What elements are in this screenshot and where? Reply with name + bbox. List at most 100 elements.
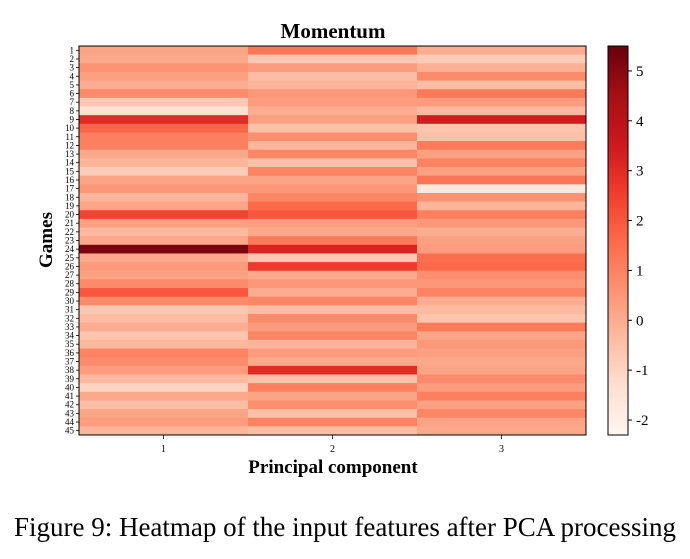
- heatmap-cell: [79, 201, 249, 211]
- colorbar-tick-label: 1: [636, 263, 644, 279]
- heatmap-cell: [248, 46, 418, 56]
- heatmap-cell: [248, 80, 418, 90]
- y-tick-label: 37: [65, 357, 75, 367]
- heatmap-cell: [79, 236, 249, 246]
- y-axis: 1234567891011121314151617181920212223242…: [65, 45, 79, 436]
- figure-caption: Figure 9: Heatmap of the input features …: [13, 512, 677, 542]
- y-tick-label: 24: [65, 244, 75, 254]
- y-tick-label: 17: [65, 184, 75, 194]
- heatmap-cell: [417, 192, 587, 202]
- y-tick-label: 29: [65, 287, 75, 297]
- heatmap-cell: [248, 296, 418, 306]
- heatmap-cell: [79, 365, 249, 375]
- y-tick-label: 38: [65, 365, 75, 375]
- heatmap-cell: [79, 348, 249, 358]
- heatmap-cell: [79, 54, 249, 64]
- heatmap-cell: [417, 270, 587, 280]
- heatmap-cell: [417, 175, 587, 185]
- y-tick-label: 41: [65, 391, 74, 401]
- heatmap-cell: [248, 175, 418, 185]
- heatmap-cell: [248, 192, 418, 202]
- heatmap-cell: [417, 132, 587, 142]
- heatmap-cell: [248, 158, 418, 168]
- y-tick-label: 36: [65, 348, 75, 358]
- heatmap-cell: [79, 331, 249, 341]
- heatmap-cell: [79, 97, 249, 107]
- heatmap-cell: [248, 322, 418, 332]
- heatmap-cell: [248, 348, 418, 358]
- y-tick-label: 35: [65, 339, 75, 349]
- heatmap-cell: [248, 236, 418, 246]
- y-tick-label: 40: [65, 382, 75, 392]
- y-tick-label: 42: [65, 400, 74, 410]
- heatmap-cell: [79, 184, 249, 194]
- y-tick-label: 45: [65, 426, 75, 436]
- heatmap-cell: [79, 305, 249, 315]
- y-tick-label: 34: [65, 331, 75, 341]
- heatmap-cell: [417, 227, 587, 237]
- heatmap-cells: [79, 46, 587, 436]
- heatmap-cell: [248, 184, 418, 194]
- heatmap-cell: [248, 253, 418, 263]
- heatmap-cell: [248, 115, 418, 125]
- y-tick-label: 32: [65, 313, 74, 323]
- heatmap-cell: [79, 46, 249, 56]
- y-tick-label: 1: [70, 45, 75, 55]
- y-tick-label: 2: [70, 54, 75, 64]
- heatmap-cell: [79, 115, 249, 125]
- heatmap-cell: [79, 409, 249, 419]
- y-tick-label: 14: [65, 158, 75, 168]
- heatmap-cell: [417, 357, 587, 367]
- y-tick-label: 3: [70, 63, 75, 73]
- heatmap-cell: [417, 149, 587, 159]
- colorbar-tick-label: 0: [636, 313, 644, 329]
- y-tick-label: 16: [65, 175, 75, 185]
- heatmap-cell: [417, 218, 587, 228]
- y-tick-label: 23: [65, 236, 75, 246]
- heatmap-cell: [248, 279, 418, 289]
- colorbar-tick-label: 4: [636, 114, 644, 130]
- heatmap-cell: [417, 184, 587, 194]
- heatmap-cell: [417, 383, 587, 393]
- heatmap-cell: [79, 167, 249, 177]
- y-tick-label: 6: [70, 89, 75, 99]
- heatmap-cell: [417, 201, 587, 211]
- heatmap-cell: [417, 365, 587, 375]
- heatmap-cell: [79, 218, 249, 228]
- heatmap-cell: [248, 426, 418, 436]
- heatmap-cell: [417, 348, 587, 358]
- heatmap-cell: [79, 141, 249, 151]
- heatmap-cell: [248, 305, 418, 315]
- heatmap-cell: [248, 244, 418, 254]
- heatmap-cell: [79, 279, 249, 289]
- y-tick-label: 4: [70, 71, 75, 81]
- heatmap-cell: [79, 400, 249, 410]
- heatmap-cell: [417, 97, 587, 107]
- y-tick-label: 21: [65, 218, 74, 228]
- heatmap-cell: [79, 63, 249, 73]
- heatmap-cell: [417, 400, 587, 410]
- colorbar-ticks: 5 4 3 2 1 0 -1 -2: [628, 64, 649, 429]
- x-axis-label: Principal component: [248, 457, 418, 478]
- heatmap-cell: [417, 288, 587, 298]
- heatmap-cell: [417, 374, 587, 384]
- heatmap-cell: [417, 331, 587, 341]
- heatmap-cell: [417, 426, 587, 436]
- y-tick-label: 39: [65, 374, 75, 384]
- heatmap-cell: [79, 106, 249, 116]
- y-tick-label: 25: [65, 253, 75, 263]
- heatmap-cell: [417, 80, 587, 90]
- colorbar-tick-label: 2: [636, 214, 644, 230]
- heatmap-cell: [248, 262, 418, 272]
- heatmap-cell: [248, 123, 418, 133]
- y-tick-label: 8: [70, 106, 75, 116]
- heatmap-cell: [79, 426, 249, 436]
- heatmap-cell: [417, 54, 587, 64]
- heatmap-cell: [417, 262, 587, 272]
- colorbar-tick-label: 3: [636, 164, 644, 180]
- y-tick-label: 33: [65, 322, 75, 332]
- heatmap-cell: [248, 409, 418, 419]
- heatmap-cell: [79, 322, 249, 332]
- heatmap-cell: [248, 201, 418, 211]
- heatmap-cell: [248, 210, 418, 220]
